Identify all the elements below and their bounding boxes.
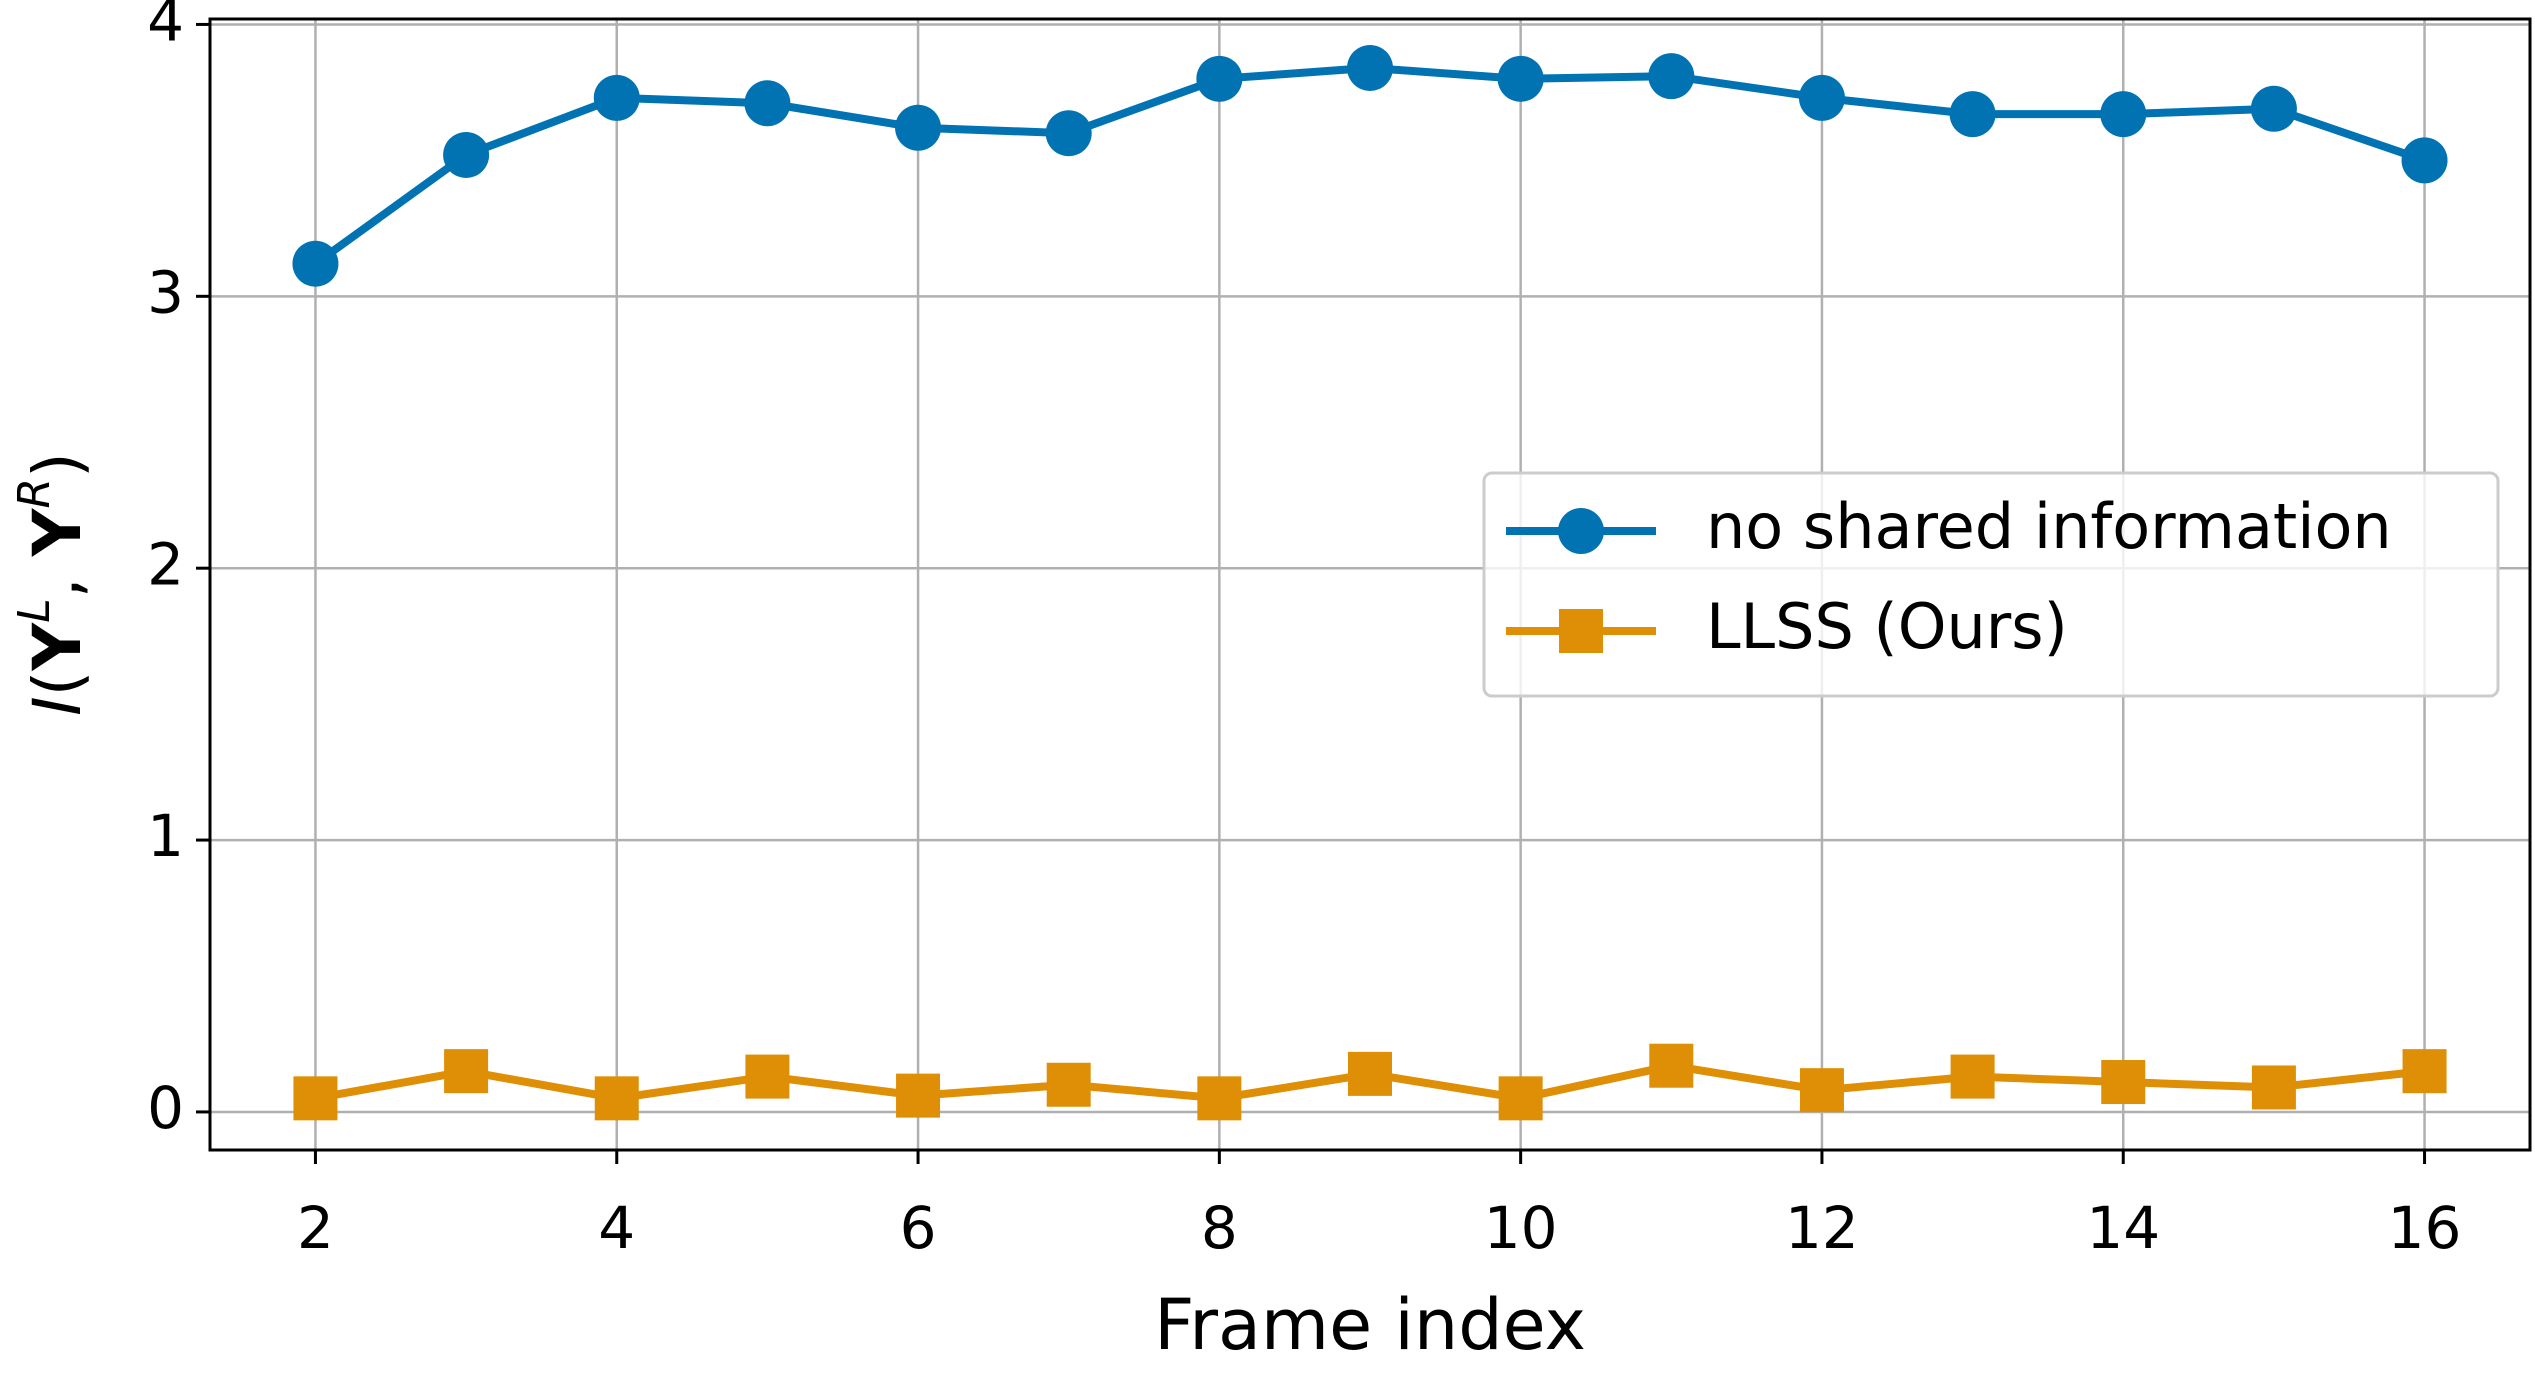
y-axis-label-part: ( (19, 671, 96, 697)
x-tick-label: 12 (1785, 1194, 1859, 1262)
y-axis-label: I(YL, YR) (9, 452, 97, 716)
marker (2402, 1049, 2447, 1094)
marker (1949, 91, 1996, 138)
marker (1799, 1068, 1844, 1113)
x-axis-label: Frame index (1154, 1284, 1586, 1366)
marker (594, 1076, 639, 1121)
marker (2101, 1060, 2146, 1105)
y-axis-label-part: , (19, 556, 96, 598)
y-axis-label-part: Y (19, 622, 96, 672)
marker (896, 1073, 941, 1118)
marker (1950, 1054, 1995, 1099)
marker (1045, 110, 1092, 157)
x-tick-label: 4 (598, 1194, 635, 1262)
marker (1347, 44, 1393, 91)
marker (1046, 1062, 1091, 1107)
legend-box (1482, 471, 2500, 698)
marker (1649, 1043, 1694, 1088)
marker (593, 74, 640, 121)
legend-label: LLSS (Ours) (1706, 590, 2068, 663)
marker (1196, 55, 1243, 102)
marker (1498, 1076, 1543, 1121)
y-axis-label-part: I (19, 696, 96, 715)
marker (444, 1049, 489, 1094)
x-tick-label: 14 (2086, 1194, 2160, 1262)
y-tick-label: 1 (147, 802, 184, 870)
x-tick-label: 16 (2388, 1194, 2462, 1262)
marker (1348, 1051, 1392, 1096)
x-tick-label: 10 (1484, 1194, 1558, 1262)
marker (1798, 74, 1845, 121)
y-tick-label: 0 (147, 1074, 184, 1142)
marker (2401, 137, 2448, 184)
marker (2251, 1065, 2296, 1110)
legend-marker (1558, 508, 1604, 554)
marker (2250, 85, 2297, 132)
marker (443, 131, 490, 178)
y-tick-label: 2 (147, 530, 184, 598)
y-tick-label: 3 (147, 258, 184, 326)
legend-label: no shared information (1706, 490, 2392, 563)
marker (293, 1076, 338, 1121)
y-axis-label-part: L (9, 598, 60, 623)
x-tick-label: 6 (900, 1194, 937, 1262)
marker (1648, 53, 1695, 100)
y-axis-label-part: ) (19, 452, 96, 478)
legend-marker (1559, 609, 1603, 653)
marker (745, 1054, 790, 1099)
x-tick-label: 2 (297, 1194, 334, 1262)
marker (744, 80, 791, 127)
marker (895, 104, 942, 151)
marker (1197, 1076, 1242, 1121)
y-axis-label-part: Y (19, 507, 96, 557)
plot-frame (208, 17, 2532, 1152)
marker (1497, 55, 1544, 102)
marker (2100, 91, 2147, 138)
x-tick-label: 8 (1201, 1194, 1238, 1262)
marker (292, 240, 339, 287)
y-axis-label-part: R (9, 478, 60, 509)
y-tick-label: 4 (147, 0, 184, 55)
